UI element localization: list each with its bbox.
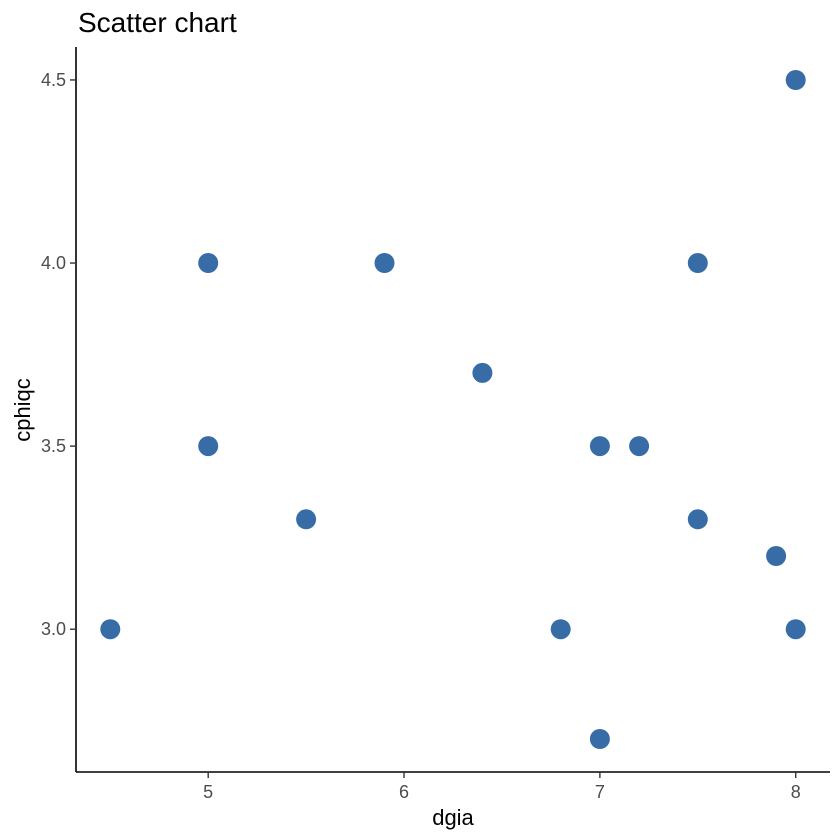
data-point: [785, 619, 806, 640]
data-point: [472, 362, 493, 383]
x-axis-ticks: 5 6 7 8: [203, 772, 801, 802]
y-axis-ticks: 3.0 3.5 4.0 4.5: [41, 70, 76, 639]
x-axis-title: dgia: [432, 805, 474, 830]
chart-title: Scatter chart: [78, 7, 237, 38]
data-point: [766, 546, 787, 566]
data-point: [198, 253, 219, 273]
data-point: [100, 619, 121, 640]
y-tick-label: 3.0: [41, 619, 66, 639]
x-tick-label: 6: [399, 782, 409, 802]
x-tick-label: 8: [791, 782, 801, 802]
x-tick-label: 7: [595, 782, 605, 802]
data-point: [589, 729, 610, 749]
points-layer: [100, 70, 806, 749]
y-tick-label: 4.0: [41, 253, 66, 273]
data-point: [629, 436, 650, 457]
data-point: [198, 436, 219, 457]
data-point: [785, 70, 806, 90]
data-point: [589, 436, 610, 457]
x-tick-label: 5: [203, 782, 213, 802]
y-tick-label: 3.5: [41, 436, 66, 456]
y-axis-title: cphiqc: [10, 378, 35, 442]
data-point: [374, 253, 395, 273]
data-point: [687, 509, 708, 530]
data-point: [687, 253, 708, 273]
y-tick-label: 4.5: [41, 70, 66, 90]
data-point: [550, 619, 571, 640]
data-point: [296, 509, 317, 530]
